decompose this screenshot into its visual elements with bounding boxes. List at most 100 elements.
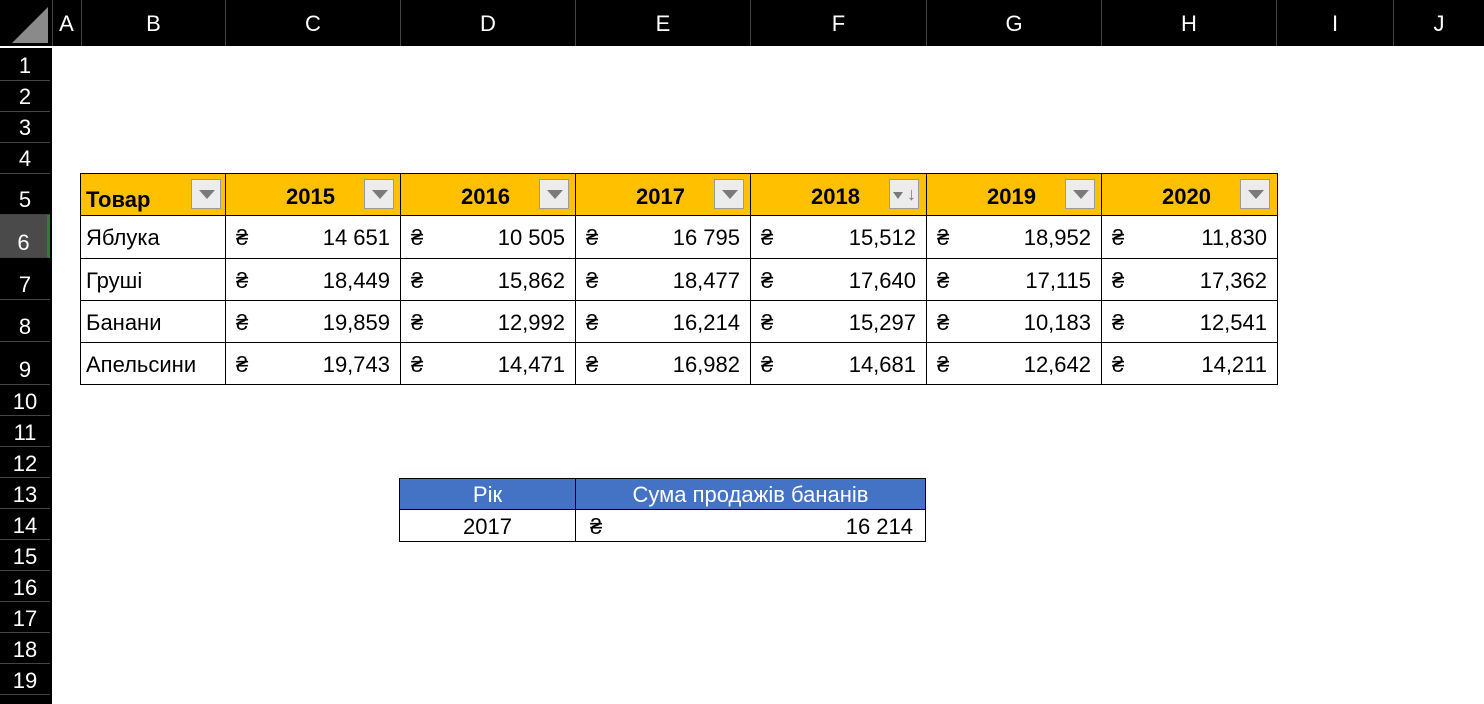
header-cell-2016[interactable]: 2016 xyxy=(400,173,576,216)
currency-symbol: ₴ xyxy=(1112,310,1125,335)
currency-symbol: ₴ xyxy=(411,352,424,377)
filter-dropdown-icon xyxy=(1073,190,1089,199)
sales-value-cell[interactable]: ₴ 10,183 xyxy=(926,300,1102,343)
sales-value-cell[interactable]: ₴ 16 795 xyxy=(575,215,751,259)
product-name: Груші xyxy=(86,268,143,293)
lookup-sum-cell[interactable]: ₴ 16 214 xyxy=(575,509,926,542)
row-header-11[interactable]: 11 xyxy=(0,416,50,447)
row-header-16[interactable]: 16 xyxy=(0,571,50,602)
sales-value-cell[interactable]: ₴ 11,830 xyxy=(1101,215,1278,259)
sales-value-cell[interactable]: ₴ 19,859 xyxy=(225,300,401,343)
column-header-e[interactable]: E xyxy=(576,0,751,46)
header-cell-2019[interactable]: 2019 xyxy=(926,173,1102,216)
sales-value-cell[interactable]: ₴ 14 651 xyxy=(225,215,401,259)
column-header-a[interactable]: A xyxy=(52,0,82,46)
row-header-2[interactable]: 2 xyxy=(0,81,50,112)
row-header-8[interactable]: 8 xyxy=(0,300,50,342)
filter-button-2016[interactable] xyxy=(539,179,569,209)
sales-value-cell[interactable]: ₴ 15,297 xyxy=(750,300,927,343)
header-cell-product[interactable]: Товар xyxy=(80,173,226,216)
row-header-18[interactable]: 18 xyxy=(0,633,50,664)
filter-button-product[interactable] xyxy=(191,179,221,209)
filter-dropdown-icon xyxy=(372,190,388,199)
row-header-12[interactable]: 12 xyxy=(0,447,50,478)
column-header-d[interactable]: D xyxy=(401,0,576,46)
row-header-19[interactable]: 19 xyxy=(0,664,50,695)
sales-value: 17,640 xyxy=(848,268,916,293)
currency-symbol: ₴ xyxy=(761,225,774,250)
sales-value-cell[interactable]: ₴ 14,681 xyxy=(750,342,927,385)
row-header-1[interactable]: 1 xyxy=(0,50,50,81)
currency-symbol: ₴ xyxy=(1112,225,1125,250)
column-header-f[interactable]: F xyxy=(751,0,927,46)
sales-value-cell[interactable]: ₴ 12,992 xyxy=(400,300,576,343)
sales-value-cell[interactable]: ₴ 15,512 xyxy=(750,215,927,259)
row-header-10[interactable]: 10 xyxy=(0,385,50,416)
column-header-j[interactable]: J xyxy=(1433,11,1445,36)
filter-button-2020[interactable] xyxy=(1240,179,1270,209)
row-header-14[interactable]: 14 xyxy=(0,509,50,540)
column-header-c[interactable]: C xyxy=(226,0,401,46)
sales-value-cell[interactable]: ₴ 17,115 xyxy=(926,258,1102,301)
sales-value: 12,992 xyxy=(497,310,565,335)
lookup-header-sum[interactable]: Сума продажів бананів xyxy=(575,478,926,510)
product-name: Банани xyxy=(86,310,162,335)
sales-value-cell[interactable]: ₴ 17,640 xyxy=(750,258,927,301)
product-name-cell[interactable]: Яблука xyxy=(80,215,226,259)
product-name-cell[interactable]: Апельсини xyxy=(80,342,226,385)
column-header-i[interactable]: I xyxy=(1277,0,1394,46)
select-all-corner[interactable] xyxy=(0,0,53,47)
header-cell-2020[interactable]: 2020 xyxy=(1101,173,1278,216)
lookup-header-year[interactable]: Рік xyxy=(399,478,576,510)
header-divider xyxy=(0,46,1484,48)
currency-symbol: ₴ xyxy=(586,268,599,293)
filter-button-2019[interactable] xyxy=(1065,179,1095,209)
row-header-5[interactable]: 5 xyxy=(0,174,50,215)
column-header-b[interactable]: B xyxy=(82,0,226,46)
product-name-cell[interactable]: Груші xyxy=(80,258,226,301)
sales-value-cell[interactable]: ₴ 18,449 xyxy=(225,258,401,301)
sales-value-cell[interactable]: ₴ 14,471 xyxy=(400,342,576,385)
currency-symbol: ₴ xyxy=(586,225,599,250)
column-header-g[interactable]: G xyxy=(927,0,1102,46)
row-header-3[interactable]: 3 xyxy=(0,112,50,143)
currency-symbol: ₴ xyxy=(937,310,950,335)
header-cell-2017[interactable]: 2017 xyxy=(575,173,751,216)
sales-value-cell[interactable]: ₴ 12,541 xyxy=(1101,300,1278,343)
sales-value-cell[interactable]: ₴ 10 505 xyxy=(400,215,576,259)
row-header-9[interactable]: 9 xyxy=(0,342,50,385)
sales-value-cell[interactable]: ₴ 15,862 xyxy=(400,258,576,301)
filter-button-2017[interactable] xyxy=(714,179,744,209)
sales-value-cell[interactable]: ₴ 17,362 xyxy=(1101,258,1278,301)
row-header-bar xyxy=(0,48,52,704)
sales-value-cell[interactable]: ₴ 18,477 xyxy=(575,258,751,301)
sales-value-cell[interactable]: ₴ 14,211 xyxy=(1101,342,1278,385)
sales-value-cell[interactable]: ₴ 16,214 xyxy=(575,300,751,343)
sort-filter-button-2018[interactable]: ↓ xyxy=(889,179,919,209)
sales-value: 14,681 xyxy=(848,352,916,377)
header-cell-2018[interactable]: 2018 ↓ xyxy=(750,173,927,216)
currency-symbol: ₴ xyxy=(236,268,249,293)
product-name-cell[interactable]: Банани xyxy=(80,300,226,343)
sales-value-cell[interactable]: ₴ 16,982 xyxy=(575,342,751,385)
header-label-2015: 2015 xyxy=(286,184,335,209)
row-header-15[interactable]: 15 xyxy=(0,540,50,571)
sales-value: 11,830 xyxy=(1201,225,1267,250)
filter-button-2015[interactable] xyxy=(364,179,394,209)
currency-symbol: ₴ xyxy=(411,268,424,293)
column-header-h[interactable]: H xyxy=(1102,0,1277,46)
currency-symbol: ₴ xyxy=(236,310,249,335)
sales-value-cell[interactable]: ₴ 12,642 xyxy=(926,342,1102,385)
lookup-year-cell[interactable]: 2017 xyxy=(399,509,576,542)
row-header-4[interactable]: 4 xyxy=(0,143,50,174)
row-header-13[interactable]: 13 xyxy=(0,478,50,509)
header-cell-2015[interactable]: 2015 xyxy=(225,173,401,216)
sales-value: 15,512 xyxy=(848,225,916,250)
row-header-6[interactable]: 6 xyxy=(0,215,50,258)
sales-value-cell[interactable]: ₴ 18,952 xyxy=(926,215,1102,259)
row-header-7[interactable]: 7 xyxy=(0,258,50,300)
sales-value: 12,642 xyxy=(1023,352,1091,377)
sales-value-cell[interactable]: ₴ 19,743 xyxy=(225,342,401,385)
row-header-17[interactable]: 17 xyxy=(0,602,50,633)
